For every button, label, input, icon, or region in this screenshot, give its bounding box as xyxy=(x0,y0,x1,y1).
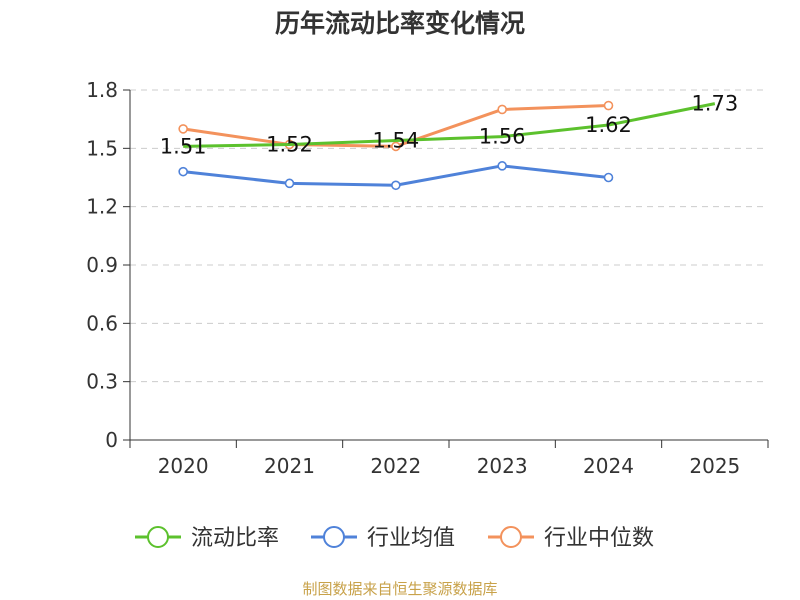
legend-marker xyxy=(500,526,522,548)
series-line-0 xyxy=(183,102,716,148)
x-tick-label: 2025 xyxy=(689,454,740,478)
series-point-1 xyxy=(603,172,614,183)
y-tick-label: 0.6 xyxy=(86,311,118,335)
series-point-2 xyxy=(497,104,507,115)
series-lines xyxy=(178,100,716,191)
y-tick-label: 0 xyxy=(105,428,118,452)
x-tick-label: 2020 xyxy=(158,454,209,478)
x-tick-label: 2023 xyxy=(477,454,528,478)
x-tick-label: 2021 xyxy=(264,454,315,478)
source-note: 制图数据来自恒生聚源数据库 xyxy=(302,580,498,598)
legend-label: 行业均值 xyxy=(367,526,455,551)
data-label: 1.62 xyxy=(585,113,632,137)
series-point-2 xyxy=(391,141,401,152)
y-tick-label: 0.3 xyxy=(86,370,118,394)
x-tick-label: 2024 xyxy=(583,454,634,478)
data-label: 1.56 xyxy=(479,125,526,149)
legend-label: 流动比率 xyxy=(191,526,279,551)
y-tick-label: 1.8 xyxy=(86,78,118,102)
series-point-1 xyxy=(284,178,295,189)
grid-lines xyxy=(130,89,768,383)
series-point-1 xyxy=(497,161,507,171)
data-label: 1.54 xyxy=(372,129,419,153)
series-point-2 xyxy=(603,100,614,111)
legend: 流动比率 行业均值 行业中位数 xyxy=(135,526,654,551)
data-labels: 1.51 1.52 1.54 1.56 1.62 1.73 xyxy=(160,92,738,159)
series-point-1 xyxy=(391,180,401,191)
axes: 0 0.3 0.6 0.9 1.2 1.5 1.8 2020 2021 2022 2023 2024 2… xyxy=(86,78,769,478)
data-label: 1.73 xyxy=(691,92,738,116)
data-label: 1.52 xyxy=(266,132,313,156)
legend-marker xyxy=(323,526,345,548)
y-tick-label: 0.9 xyxy=(86,253,118,277)
chart-title: 历年流动比率变化情况 xyxy=(274,9,525,38)
x-tick-label: 2022 xyxy=(370,454,421,478)
series-point-2 xyxy=(178,124,188,134)
y-tick-label: 1.2 xyxy=(86,195,118,219)
y-tick-label: 1.5 xyxy=(86,136,118,160)
legend-marker xyxy=(147,526,169,548)
data-label: 1.51 xyxy=(160,134,207,158)
legend-label: 行业中位数 xyxy=(544,526,654,551)
series-point-1 xyxy=(178,166,188,177)
